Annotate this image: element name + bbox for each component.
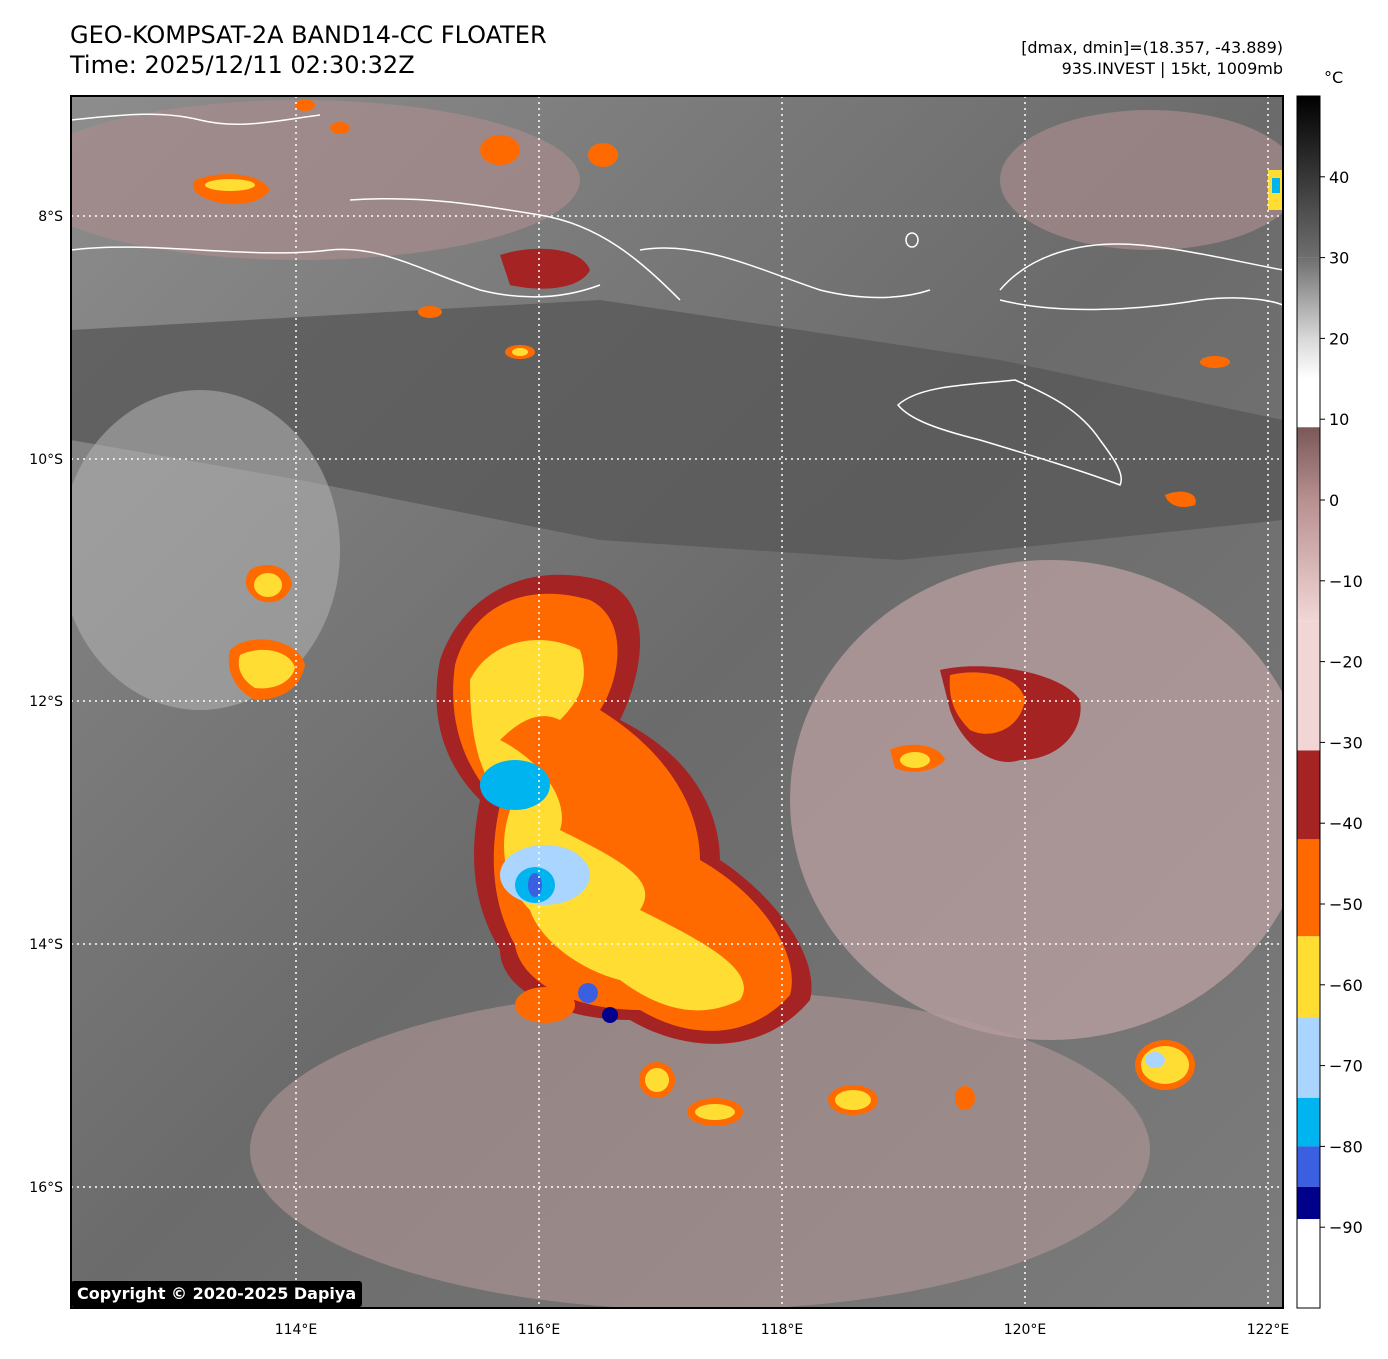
cold-core-navy: [602, 1007, 618, 1023]
south-cell: [955, 1086, 975, 1110]
colorbar-segment: [1297, 500, 1320, 622]
lat-label: 10°S: [29, 452, 63, 468]
east-cell-yellow: [900, 752, 930, 768]
colorbar-segment: [1297, 96, 1320, 258]
south-cell-yellow: [695, 1104, 735, 1120]
lon-label: 116°E: [518, 1322, 561, 1338]
coastline: [71, 246, 601, 298]
colorbar-frame: [1296, 95, 1321, 1309]
colorbar-tick-label: 20: [1329, 329, 1349, 348]
south-east-cell-core: [1145, 1052, 1165, 1068]
latitude-labels: 8°S 10°S 12°S 14°S 16°S: [29, 209, 63, 1196]
colorbar-tick-label: 10: [1329, 410, 1349, 429]
colorbar-segment: [1297, 338, 1320, 379]
coastline: [905, 232, 919, 248]
lon-label: 118°E: [761, 1322, 804, 1338]
north-cell-yellow: [512, 348, 528, 356]
colorbar-segment: [1297, 1017, 1320, 1098]
cold-core-blue: [528, 873, 542, 897]
east-cell-orange: [949, 672, 1025, 734]
colorbar-tick-label: −70: [1329, 1057, 1363, 1076]
north-cell: [418, 306, 442, 318]
west-cell-yellow: [254, 573, 282, 597]
longitude-labels: 114°E 116°E 118°E 120°E 122°E: [275, 1322, 1290, 1338]
south-cell: [515, 987, 575, 1023]
edge-cell-core: [1272, 178, 1280, 193]
lat-label: 14°S: [29, 937, 63, 953]
colorbar-tick-label: −80: [1329, 1137, 1363, 1156]
colorbar-tick-label: 0: [1329, 491, 1339, 510]
convective-complex-yellow: [470, 640, 744, 1011]
colorbar-segment: [1297, 1219, 1320, 1308]
cloud-haze: [71, 100, 580, 260]
colorbar-tick-label: −30: [1329, 733, 1363, 752]
south-cell-yellow: [835, 1090, 871, 1110]
info-line-2: 93S.INVEST | 15kt, 1009mb: [1061, 59, 1283, 78]
lat-label: 16°S: [29, 1180, 63, 1196]
colorbar-tick-label: −60: [1329, 976, 1363, 995]
colorbar-segment: [1297, 1146, 1320, 1187]
storm-info: [dmax, dmin]=(18.357, -43.889) 93S.INVES…: [1021, 37, 1283, 79]
coastline: [71, 113, 321, 126]
south-cell-yellow: [645, 1068, 669, 1092]
info-line-1: [dmax, dmin]=(18.357, -43.889): [1021, 38, 1283, 57]
cloud-haze: [250, 990, 1150, 1308]
cloud-haze: [1000, 110, 1283, 250]
cold-core-blue: [578, 983, 598, 1003]
north-cell: [330, 122, 350, 134]
colorbar-tick-label: 40: [1329, 168, 1349, 187]
cloud-haze: [790, 560, 1283, 1040]
map-frame: [70, 95, 1284, 1309]
figure-title: GEO-KOMPSAT-2A BAND14-CC FLOATER Time: 2…: [70, 20, 547, 80]
colorbar-tick-label: 30: [1329, 249, 1349, 268]
gridlines: [71, 96, 1283, 1308]
north-cell: [588, 143, 618, 167]
colorbar-segment: [1297, 257, 1320, 339]
colorbar-tick-label: −20: [1329, 653, 1363, 672]
coastline: [639, 247, 931, 299]
colorbar-segment: [1297, 378, 1320, 428]
lon-label: 120°E: [1004, 1322, 1047, 1338]
north-cell: [480, 135, 520, 165]
north-cell-red: [500, 248, 590, 289]
colorbar-tick-label: −10: [1329, 572, 1363, 591]
colorbar-unit: °C: [1324, 68, 1344, 87]
colorbar-segment: [1297, 621, 1320, 751]
coastline: [896, 379, 1122, 486]
colorbar-segment: [1297, 1097, 1320, 1147]
cloud-haze: [71, 390, 340, 710]
title-line-1: GEO-KOMPSAT-2A BAND14-CC FLOATER: [70, 21, 547, 49]
colorbar-tick-label: −50: [1329, 895, 1363, 914]
colorbar-segment: [1297, 936, 1320, 1018]
colorbar-segment: [1297, 1186, 1320, 1220]
title-line-2: Time: 2025/12/11 02:30:32Z: [70, 51, 415, 79]
colorbar-tick-label: −90: [1329, 1218, 1363, 1237]
cold-core-cyan: [480, 760, 550, 810]
colorbar-tick-label: −40: [1329, 814, 1363, 833]
north-cell: [1200, 356, 1230, 368]
colorbar-segment: [1297, 839, 1320, 937]
colorbar: 40 30 20 10 0 −10 −20 −30 −40 −50 −60 −70 −80 −90: [1296, 95, 1363, 1309]
lat-label: 12°S: [29, 694, 63, 710]
lon-label: 114°E: [275, 1322, 318, 1338]
lat-label: 8°S: [38, 209, 63, 225]
north-cell: [295, 99, 315, 111]
lon-label: 122°E: [1247, 1322, 1290, 1338]
colorbar-segment: [1297, 427, 1320, 500]
west-cell-yellow: [238, 649, 295, 689]
coastline: [999, 243, 1283, 291]
north-cell-yellow: [205, 179, 255, 191]
copyright-badge: Copyright © 2020-2025 Dapiya: [71, 1281, 363, 1307]
dark-band: [71, 300, 1283, 560]
satellite-image: [71, 96, 1283, 1308]
coastline: [999, 297, 1283, 311]
colorbar-segment: [1297, 750, 1320, 840]
coastline: [349, 197, 681, 301]
north-cell: [1165, 491, 1196, 507]
